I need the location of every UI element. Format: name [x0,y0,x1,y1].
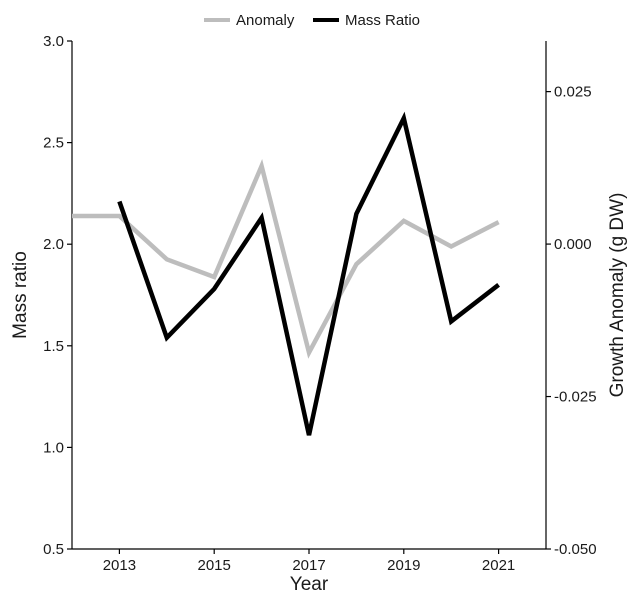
series-line-anomaly [72,158,500,359]
x-tick-label: 2015 [198,557,231,574]
series-layer [72,111,500,436]
x-axis-title: Year [290,574,329,595]
right-y-tick-label: -0.025 [554,389,597,406]
right-y-tick-label: -0.050 [554,541,597,558]
legend-label-anomaly: Anomaly [236,12,295,29]
left-y-tick-label: 3.0 [43,33,64,50]
x-tick-label: 2013 [103,557,136,574]
x-ticks: 2013 2015 2017 2019 2021 [103,549,515,574]
left-y-tick-label: 1.0 [43,439,64,456]
right-y-tick-label: 0.025 [554,84,592,101]
left-y-ticks: 0.5 1.0 1.5 2.0 2.5 3.0 [43,33,72,558]
series-line-mass-ratio [117,111,500,436]
x-tick-label: 2019 [387,557,420,574]
left-y-tick-label: 2.5 [43,135,64,152]
legend: Anomaly Mass Ratio [204,12,420,29]
right-y-ticks: -0.050 -0.025 0.000 0.025 [546,84,597,558]
x-tick-label: 2017 [292,557,325,574]
legend-label-mass-ratio: Mass Ratio [345,12,420,29]
left-y-tick-label: 1.5 [43,338,64,355]
left-y-tick-label: 0.5 [43,541,64,558]
left-y-tick-label: 2.0 [43,236,64,253]
right-y-tick-label: 0.000 [554,236,592,253]
right-y-axis-title: Growth Anomaly (g DW) [607,193,628,398]
x-tick-label: 2021 [482,557,515,574]
left-y-axis-title: Mass ratio [10,251,31,339]
